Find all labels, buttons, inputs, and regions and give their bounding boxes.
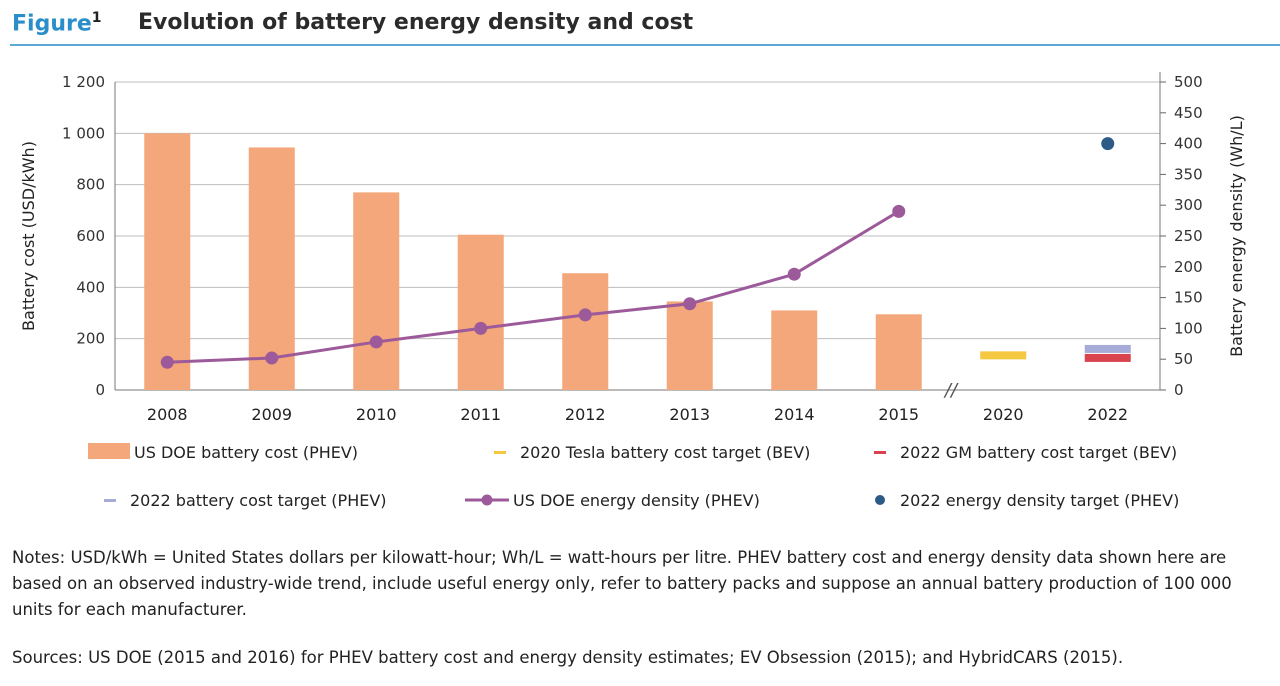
- bar: [875, 314, 922, 390]
- x-tick-label: 2009: [251, 405, 292, 424]
- axis-break-mark: //: [943, 380, 959, 401]
- x-tick-label: 2013: [669, 405, 710, 424]
- legend-label: 2022 battery cost target (PHEV): [130, 491, 387, 510]
- y-tick-label-right: 400: [1174, 135, 1203, 153]
- bar: [562, 273, 609, 390]
- y-tick-label-left: 1 200: [62, 73, 105, 91]
- energy-density-point: [683, 297, 697, 311]
- energy-density-target-point: [1101, 137, 1115, 151]
- energy-density-point: [787, 267, 801, 281]
- energy-density-point: [160, 355, 174, 369]
- bar: [666, 301, 713, 390]
- y-tick-label-right: 50: [1174, 350, 1193, 368]
- target-marker: [1084, 353, 1131, 362]
- y-tick-label-right: 500: [1174, 73, 1203, 91]
- target-marker: [980, 351, 1027, 360]
- legend-swatch-marker: [481, 494, 493, 506]
- energy-density-point: [892, 204, 906, 218]
- legend-label: 2020 Tesla battery cost target (BEV): [520, 443, 810, 462]
- y-tick-label-right: 250: [1174, 227, 1203, 245]
- x-tick-label: 2010: [356, 405, 397, 424]
- y-tick-label-left: 600: [76, 227, 105, 245]
- y-axis-title-left: Battery cost (USD/kWh): [19, 141, 38, 331]
- y-tick-label-left: 400: [76, 278, 105, 296]
- bar: [144, 133, 191, 391]
- y-tick-label-right: 0: [1174, 381, 1184, 399]
- y-tick-label-left: 800: [76, 176, 105, 194]
- legend-swatch: [104, 499, 116, 502]
- legend-swatch: [88, 443, 130, 459]
- y-tick-label-right: 350: [1174, 165, 1203, 183]
- x-tick-label: 2011: [460, 405, 501, 424]
- y-tick-label-right: 300: [1174, 196, 1203, 214]
- chart-sources: Sources: US DOE (2015 and 2016) for PHEV…: [12, 648, 1124, 667]
- energy-density-point: [369, 335, 383, 349]
- energy-density-line: [167, 210, 900, 364]
- figure-label: Figure1: [12, 10, 102, 36]
- target-marker: [1084, 344, 1131, 353]
- legend-label: 2022 GM battery cost target (BEV): [900, 443, 1177, 462]
- energy-density-point: [265, 351, 279, 365]
- legend-label: US DOE battery cost (PHEV): [134, 443, 358, 462]
- figure-number: 1: [91, 10, 102, 26]
- x-tick-label: 2015: [878, 405, 919, 424]
- legend-swatch: [494, 451, 506, 454]
- y-tick-label-left: 1 000: [62, 124, 105, 142]
- header-rule: [10, 44, 1280, 46]
- y-tick-label-right: 450: [1174, 104, 1203, 122]
- y-tick-label-left: 200: [76, 330, 105, 348]
- bar: [457, 234, 504, 390]
- y-tick-label-right: 100: [1174, 319, 1203, 337]
- bar: [771, 310, 818, 390]
- y-tick-label-right: 200: [1174, 258, 1203, 276]
- figure-header: Figure1 Evolution of battery energy dens…: [10, 6, 1280, 46]
- legend-swatch: [874, 451, 886, 454]
- figure-title: Evolution of battery energy density and …: [138, 10, 694, 35]
- energy-density-point: [578, 308, 592, 322]
- energy-density-point: [474, 321, 488, 335]
- x-tick-label: 2008: [147, 405, 188, 424]
- y-tick-label-right: 150: [1174, 289, 1203, 307]
- x-tick-label: 2012: [565, 405, 606, 424]
- y-axis-title-right: Battery energy density (Wh/L): [1227, 115, 1246, 357]
- legend-label: US DOE energy density (PHEV): [513, 491, 760, 510]
- legend-label: 2022 energy density target (PHEV): [900, 491, 1179, 510]
- chart: 0 200 400 600 800 1 000 1 200 0 50 100 150 200 250 30…: [19, 72, 1246, 510]
- figure-label-text: Figure: [12, 11, 92, 37]
- bar: [353, 192, 400, 390]
- x-tick-label: 2022: [1087, 405, 1128, 424]
- x-tick-label: 2020: [983, 405, 1024, 424]
- y-tick-label-left: 0: [95, 381, 105, 399]
- chart-notes: Notes: USD/kWh = United States dollars p…: [12, 548, 1232, 619]
- legend-swatch-marker: [875, 495, 885, 505]
- bar: [248, 147, 295, 390]
- x-tick-label: 2014: [774, 405, 815, 424]
